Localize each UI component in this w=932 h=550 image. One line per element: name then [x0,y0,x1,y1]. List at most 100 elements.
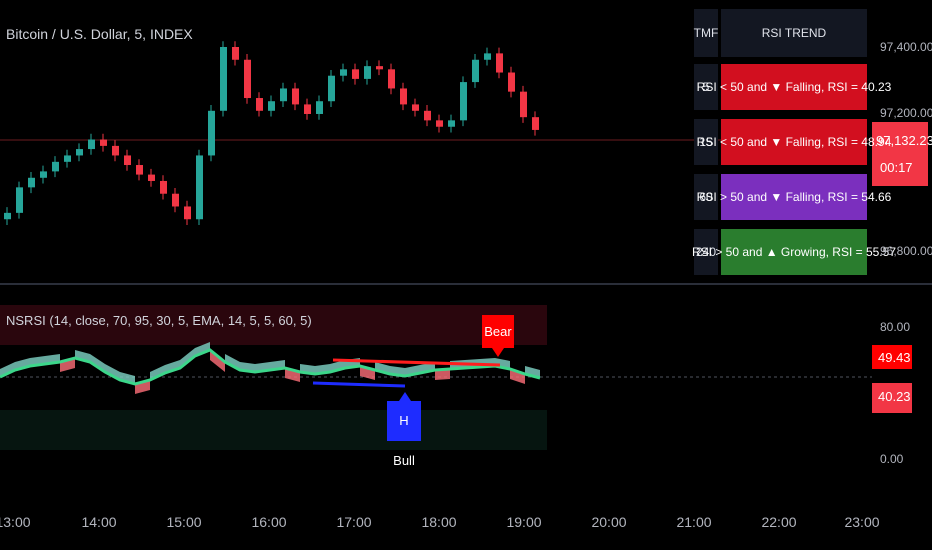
time-tick: 21:00 [676,514,712,530]
price-tick: 97,400.00 [880,40,932,54]
signal-value-box [872,345,912,369]
candles[interactable] [4,41,539,225]
overbought-zone [0,305,547,345]
rsi-fill-segment [165,360,180,373]
table-row-trend: RSI > 50 and ▲ Growing, RSI = 55.57 [692,229,896,275]
signal-value-label: 49.43 [878,350,911,365]
rsi-fill-segment [180,348,195,368]
candle-body[interactable] [484,53,491,60]
price-tick: 96,800.00 [880,244,932,258]
candle-body[interactable] [316,101,323,114]
time-tick: 22:00 [761,514,797,530]
table-row-trend: RSI < 50 and ▼ Falling, RSI = 48.94 [697,119,891,165]
candle-body[interactable] [424,110,431,121]
rsi-fill-segment [150,365,165,380]
candle-body[interactable] [172,193,179,207]
candle-body[interactable] [52,161,59,172]
table-row-tf: 15 [694,119,718,165]
rsi-tick: 80.00 [880,320,911,334]
candle-body[interactable] [256,98,263,111]
time-tick: 13:00 [0,514,31,530]
table-header-trend: RSI TREND [721,9,867,57]
hbull-badge: H Bull [387,401,421,468]
table-row-tf: 5 [694,64,718,110]
candle-body[interactable] [376,66,383,70]
rsi-value-label: 40.23 [878,389,911,404]
current-price-label: 97,132.23 [876,133,932,148]
candle-body[interactable] [28,177,35,188]
candle-body[interactable] [100,139,107,146]
current-price-box [872,122,928,186]
rsi-line[interactable] [0,348,541,386]
indicator-label[interactable]: NSRSI (14, close, 70, 95, 30, 5, EMA, 14… [6,313,312,328]
table-row-trend: RSI < 50 and ▼ Falling, RSI = 40.23 [697,64,891,110]
candle-body[interactable] [124,155,131,166]
table-header-tmf: TMF [694,9,718,57]
rsi-tick: 0.00 [880,452,904,466]
candle-body[interactable] [4,212,11,220]
rsi-fill-segment [210,350,225,372]
candle-body[interactable] [508,72,515,92]
candle-body[interactable] [400,88,407,105]
candle-body[interactable] [328,75,335,102]
candle-body[interactable] [148,174,155,181]
candle-body[interactable] [460,82,467,121]
price-tick: 97,200.00 [880,106,932,120]
candle-body[interactable] [76,149,83,156]
candle-body[interactable] [364,66,371,79]
candle-body[interactable] [16,187,23,213]
candle-body[interactable] [292,88,299,105]
candle-body[interactable] [64,155,71,162]
candle-body[interactable] [532,117,539,130]
candle-body[interactable] [244,59,251,99]
candle-body[interactable] [160,180,167,194]
oversold-zone [0,410,547,450]
time-tick: 20:00 [591,514,627,530]
time-tick: 14:00 [81,514,117,530]
candle-body[interactable] [352,69,359,79]
table-row-tf: 240 [694,229,718,275]
bear-divergence-line [332,358,501,367]
time-tick: 23:00 [844,514,880,530]
rsi-fill-segment [105,364,120,380]
hbull-pointer [399,392,411,401]
candle-body[interactable] [304,104,311,114]
time-tick: 16:00 [251,514,287,530]
candle-body[interactable] [232,47,239,60]
table-row-tf: 60 [694,174,718,220]
candle-body[interactable] [220,47,227,111]
candle-body[interactable] [40,171,47,178]
candle-body[interactable] [280,88,287,102]
hbull-divergence-line [312,381,406,388]
time-tick: 17:00 [336,514,372,530]
candle-body[interactable] [448,120,455,127]
rsi-value-box [872,383,912,413]
candle-body[interactable] [208,110,215,156]
candle-body[interactable] [520,91,527,118]
rsi-fill-segment [225,354,240,370]
candle-body[interactable] [196,155,203,220]
time-tick: 15:00 [166,514,202,530]
time-tick: 19:00 [506,514,542,530]
candle-body[interactable] [88,139,95,150]
candle-body[interactable] [388,69,395,89]
candle-body[interactable] [136,165,143,175]
symbol-title[interactable]: Bitcoin / U.S. Dollar, 5, INDEX [6,26,193,42]
bear-pointer [492,348,504,357]
candle-body[interactable] [340,69,347,76]
countdown-label: 00:17 [880,160,913,175]
candle-body[interactable] [184,206,191,220]
candle-body[interactable] [268,101,275,111]
candle-body[interactable] [496,53,503,73]
candle-body[interactable] [412,104,419,111]
rsi-fill-segment [0,362,15,377]
candle-body[interactable] [112,145,119,156]
rsi-fill-segment [90,354,105,372]
rsi-fill-segment [435,369,450,380]
time-tick: 18:00 [421,514,457,530]
candle-body[interactable] [472,59,479,83]
rsi-fill-segment [195,342,210,356]
bear-badge: Bear [482,315,514,348]
candle-body[interactable] [436,120,443,127]
